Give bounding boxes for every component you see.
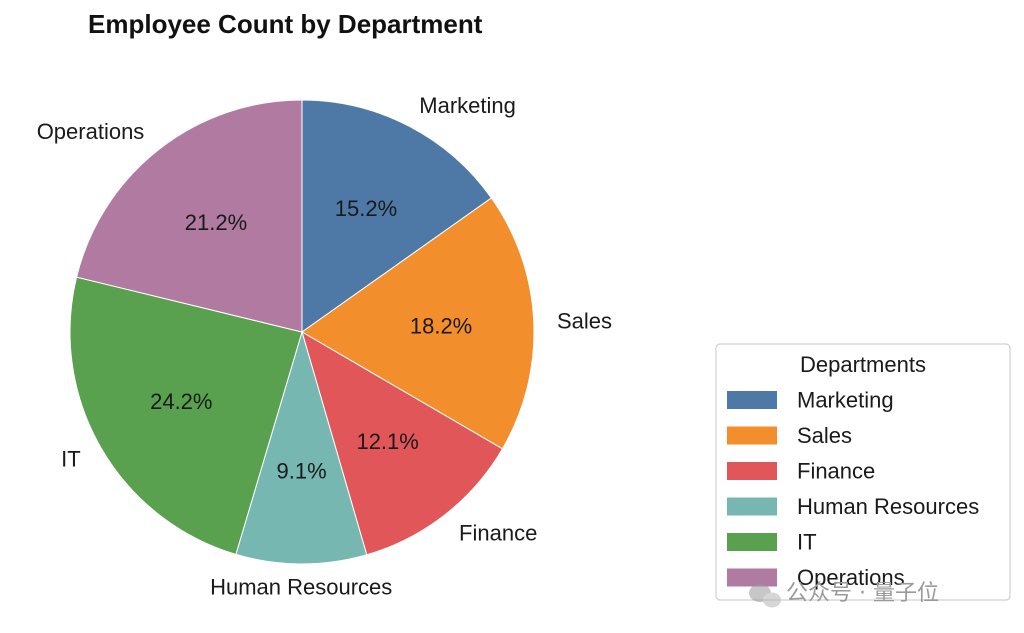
pie-slice-finance [301,330,504,556]
pct-label-finance: 12.1% [356,429,418,454]
pie-slice-operations [75,99,303,333]
legend-box [715,343,1011,601]
wechat-icon [749,584,781,608]
legend-swatch-it [727,533,777,551]
chart-title: Employee Count by Department [88,9,483,39]
pct-label-marketing: 15.2% [335,196,397,221]
category-label-marketing: Marketing [419,93,516,118]
category-label-human-resources: Human Resources [210,575,392,600]
pie-slice-human-resources [235,330,368,565]
legend-entries: Marketing Sales Finance Human Resources IT Op… [727,388,979,590]
pct-label-human-resources: 9.1% [276,459,326,484]
legend-swatch-human-resources [727,497,777,516]
watermark-text: 公众号 · 量子位 [786,581,939,606]
category-label-sales: Sales [557,308,612,333]
legend-label-finance: Finance [797,459,875,484]
legend-label-human-resources: Human Resources [797,494,979,519]
percentage-labels: 15.2% 18.2% 12.1% 9.1% 24.2% 21.2% [150,196,472,484]
legend-label-operations: Operations [797,565,905,590]
legend-title: Departments [800,352,926,377]
pie-slice-sales [301,197,535,450]
category-label-finance: Finance [459,521,537,546]
legend-label-sales: Sales [797,423,852,448]
legend-label-it: IT [797,530,817,555]
legend-swatch-marketing [727,391,777,409]
legend: Departments Marketing Sales Finance Human R… [715,343,1011,601]
pie-slice-it [69,276,303,555]
pct-label-it: 24.2% [150,389,212,414]
category-labels: Marketing Sales Finance Human Resources IT Op… [37,93,612,600]
legend-swatch-finance [727,462,777,480]
pie-slice-marketing [301,99,493,333]
pct-label-sales: 18.2% [410,313,472,338]
category-label-it: IT [61,447,81,472]
category-label-operations: Operations [37,119,145,144]
pie-slices [69,99,535,565]
legend-swatch-sales [727,426,777,445]
pct-label-operations: 21.2% [185,210,247,235]
legend-label-marketing: Marketing [797,388,894,413]
watermark: 公众号 · 量子位 [749,581,939,608]
legend-swatch-operations [727,568,777,587]
